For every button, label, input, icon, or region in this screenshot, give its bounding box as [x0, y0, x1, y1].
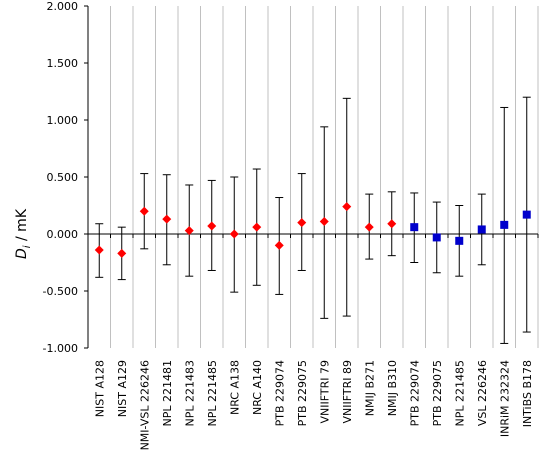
data-point-square — [477, 225, 486, 234]
x-category-label: NPL 221485 — [206, 360, 219, 426]
y-tick-label: -1.000 — [43, 342, 78, 355]
data-point-diamond — [274, 240, 284, 250]
x-category-label: NPL 221485 — [453, 360, 466, 426]
x-category-label: NRC A140 — [251, 360, 264, 415]
data-point-square — [500, 220, 509, 229]
data-point-diamond — [117, 248, 127, 258]
x-category-label: PTB 229074 — [273, 360, 286, 426]
y-tick-label: 2.000 — [47, 0, 79, 13]
data-markers — [94, 202, 531, 258]
data-point-square — [455, 236, 464, 245]
x-category-label: INTiBS B178 — [521, 360, 534, 427]
data-point-diamond — [139, 206, 149, 216]
y-tick-label: 1.500 — [47, 57, 79, 70]
x-category-label: NIST A128 — [93, 360, 106, 417]
data-point-diamond — [229, 229, 239, 239]
x-category-label: VSL 226246 — [476, 360, 489, 426]
x-category-label: NMI-VSL 226246 — [138, 360, 151, 450]
data-point-diamond — [387, 219, 397, 229]
data-point-diamond — [297, 218, 307, 228]
data-point-diamond — [184, 226, 194, 236]
y-tick-label: 0.500 — [47, 171, 79, 184]
y-tick-label: 1.000 — [47, 114, 79, 127]
data-point-diamond — [207, 221, 217, 231]
y-axis-label: Di / mK — [14, 208, 33, 259]
x-category-label: NPL 221483 — [183, 360, 196, 426]
data-point-diamond — [94, 245, 104, 255]
y-tick-label: 0.000 — [47, 228, 79, 241]
data-point-diamond — [319, 216, 329, 226]
x-category-label: NPL 221481 — [161, 360, 174, 426]
x-category-label: NMIJ B271 — [363, 360, 376, 416]
x-category-label: NIST A129 — [116, 360, 129, 417]
x-category-label: VNIIFTRI 79 — [318, 360, 331, 423]
x-category-label: INRiM 232324 — [498, 360, 511, 437]
y-axis-label-subscript: i — [22, 245, 33, 248]
y-axis-label-symbol: D — [14, 248, 30, 259]
y-axis-label-unit: / mK — [14, 208, 30, 245]
x-category-label: NMIJ B310 — [386, 360, 399, 416]
x-category-label: VNIIFTRI 89 — [341, 360, 354, 423]
x-category-label: PTB 229074 — [408, 360, 421, 426]
y-tick-label: -0.500 — [43, 285, 78, 298]
data-point-diamond — [342, 202, 352, 212]
data-point-square — [522, 210, 531, 219]
y-axis-ticks: 2.000 1.500 1.000 0.500 0.000 -0.500 -1.000 — [43, 0, 88, 355]
data-point-diamond — [364, 222, 374, 232]
data-point-square — [432, 233, 441, 242]
x-axis-categories: NIST A128 NIST A129 NMI-VSL 226246 NPL 2214… — [93, 360, 534, 450]
gridlines — [87, 6, 539, 348]
data-point-diamond — [162, 214, 172, 224]
data-point-square — [410, 223, 419, 232]
x-category-label: PTB 229075 — [296, 360, 309, 426]
data-point-diamond — [252, 222, 262, 232]
x-category-label: NRC A138 — [228, 360, 241, 415]
x-category-label: PTB 229075 — [431, 360, 444, 426]
